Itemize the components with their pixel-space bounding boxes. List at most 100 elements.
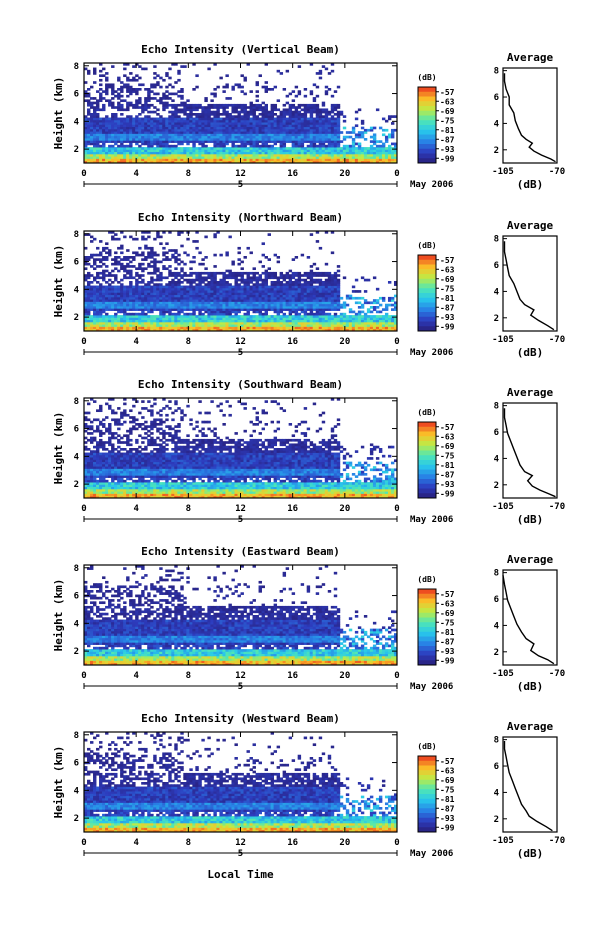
- heatmap-cell: [123, 274, 127, 277]
- heatmap-cell: [255, 299, 259, 302]
- heatmap-cell: [246, 106, 250, 109]
- heatmap-cell: [312, 133, 317, 137]
- heatmap-cell: [222, 312, 226, 316]
- heatmap-cell: [300, 142, 305, 146]
- heatmap-cell: [135, 308, 139, 311]
- heatmap-cell: [222, 324, 226, 327]
- heatmap-cell: [345, 294, 350, 298]
- heatmap-cell: [210, 138, 214, 141]
- heatmap-cell: [201, 156, 205, 159]
- heatmap-cell: [171, 147, 175, 150]
- heatmap-cell: [108, 160, 112, 164]
- heatmap-cell: [108, 249, 112, 252]
- heatmap-cell: [339, 306, 344, 309]
- heatmap-cell: [99, 83, 103, 87]
- heatmap-cell: [276, 306, 281, 309]
- heatmap-cell: [366, 310, 371, 314]
- heatmap-cell: [114, 296, 118, 300]
- heatmap-cell: [246, 149, 250, 153]
- heatmap-cell: [192, 321, 196, 325]
- heatmap-cell: [288, 296, 293, 300]
- heatmap-cell: [246, 296, 250, 300]
- heatmap-cell: [261, 301, 265, 305]
- heatmap-cell: [294, 138, 299, 141]
- heatmap-cell: [195, 315, 199, 318]
- heatmap-cell: [306, 306, 311, 309]
- heatmap-cell: [321, 128, 326, 132]
- heatmap-cell: [141, 294, 145, 298]
- heatmap-cell: [303, 103, 308, 107]
- colorbar-tick-label: -87: [440, 135, 455, 144]
- heatmap-cell: [366, 301, 371, 305]
- heatmap-cell: [207, 315, 211, 318]
- heatmap-cell: [213, 110, 217, 114]
- heatmap-cell: [96, 115, 100, 118]
- heatmap-cell: [327, 321, 332, 325]
- heatmap-cell: [135, 303, 139, 307]
- heatmap-cell: [141, 153, 145, 157]
- heatmap-cell: [174, 110, 178, 114]
- heatmap-cell: [264, 283, 268, 286]
- heatmap-cell: [195, 122, 199, 125]
- heatmap-cell: [261, 294, 265, 298]
- heatmap-cell: [210, 326, 214, 330]
- heatmap-cell: [129, 260, 133, 264]
- heatmap-cell: [168, 147, 172, 150]
- heatmap-cell: [318, 113, 323, 116]
- heatmap-cell: [189, 122, 193, 125]
- heatmap-cell: [279, 271, 284, 275]
- heatmap-cell: [171, 63, 175, 66]
- heatmap-cell: [129, 160, 133, 164]
- heatmap-cell: [225, 317, 229, 321]
- heatmap-cell: [183, 271, 187, 275]
- heatmap-cell: [156, 151, 160, 155]
- heatmap-cell: [243, 308, 247, 311]
- heatmap-cell: [333, 299, 338, 302]
- colorbar: (dB)-57-63-69-75-81-87-93-99: [417, 73, 455, 164]
- heatmap-cell: [237, 287, 241, 291]
- heatmap-cell: [360, 133, 365, 137]
- heatmap-cell: [150, 85, 154, 89]
- heatmap-cell: [96, 276, 100, 280]
- heatmap-cell: [276, 138, 281, 141]
- heatmap-cell: [258, 113, 262, 116]
- heatmap-cell: [96, 142, 100, 146]
- heatmap-cell: [84, 256, 88, 259]
- heatmap-cell: [297, 160, 302, 164]
- heatmap-cell: [114, 262, 118, 266]
- heatmap-cell: [291, 131, 296, 134]
- heatmap-cell: [333, 301, 338, 305]
- heatmap-cell: [126, 306, 130, 309]
- heatmap-cell: [306, 126, 311, 130]
- heatmap-cell: [330, 287, 335, 291]
- heatmap-cell: [165, 149, 169, 153]
- heatmap-cell: [99, 140, 103, 143]
- heatmap-cell: [243, 113, 247, 116]
- heatmap-cell: [219, 319, 223, 323]
- heatmap-cell: [330, 301, 335, 305]
- heatmap-cell: [180, 267, 184, 271]
- heatmap-cell: [111, 90, 115, 93]
- heatmap-cell: [258, 260, 262, 264]
- heatmap-cell: [315, 117, 320, 121]
- heatmap-cell: [288, 308, 293, 311]
- heatmap-cell: [312, 294, 317, 298]
- heatmap-cell: [276, 115, 281, 118]
- heatmap-cell: [210, 124, 214, 128]
- heatmap-cell: [204, 285, 208, 289]
- heatmap-cell: [126, 126, 130, 130]
- heatmap-cell: [126, 128, 130, 132]
- heatmap-cell: [276, 319, 281, 323]
- heatmap-cell: [303, 147, 308, 150]
- heatmap-cell: [102, 269, 106, 273]
- heatmap-cell: [381, 326, 386, 330]
- heatmap-cell: [108, 278, 112, 282]
- heatmap-cell: [210, 126, 214, 130]
- heatmap-cell: [162, 312, 166, 316]
- heatmap-cell: [264, 122, 268, 125]
- heatmap-cell: [357, 306, 362, 309]
- heatmap-cell: [378, 126, 383, 130]
- heatmap-cell: [210, 119, 214, 123]
- heatmap-cell: [330, 94, 335, 98]
